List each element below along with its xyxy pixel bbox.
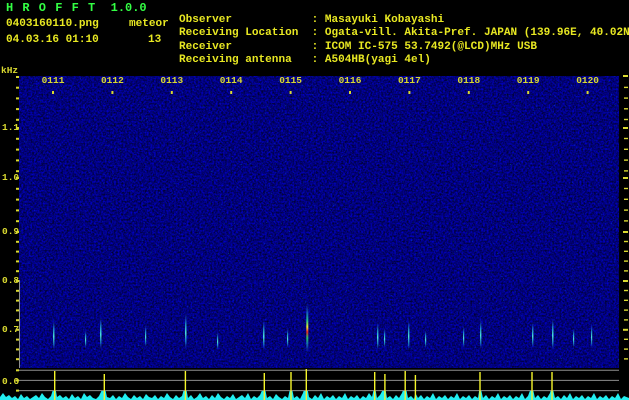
svg-text:0113: 0113: [160, 75, 183, 86]
svg-text:0118: 0118: [457, 75, 480, 86]
svg-text:0117: 0117: [398, 75, 421, 86]
svg-text:0.6: 0.6: [2, 376, 19, 387]
svg-text:0111: 0111: [42, 75, 65, 86]
svg-text:kHz: kHz: [1, 65, 18, 76]
svg-text:0119: 0119: [517, 75, 540, 86]
svg-text:0112: 0112: [101, 75, 124, 86]
svg-text:0115: 0115: [279, 75, 302, 86]
svg-text:0116: 0116: [339, 75, 362, 86]
svg-text:0114: 0114: [220, 75, 243, 86]
svg-text:0120: 0120: [576, 75, 599, 86]
